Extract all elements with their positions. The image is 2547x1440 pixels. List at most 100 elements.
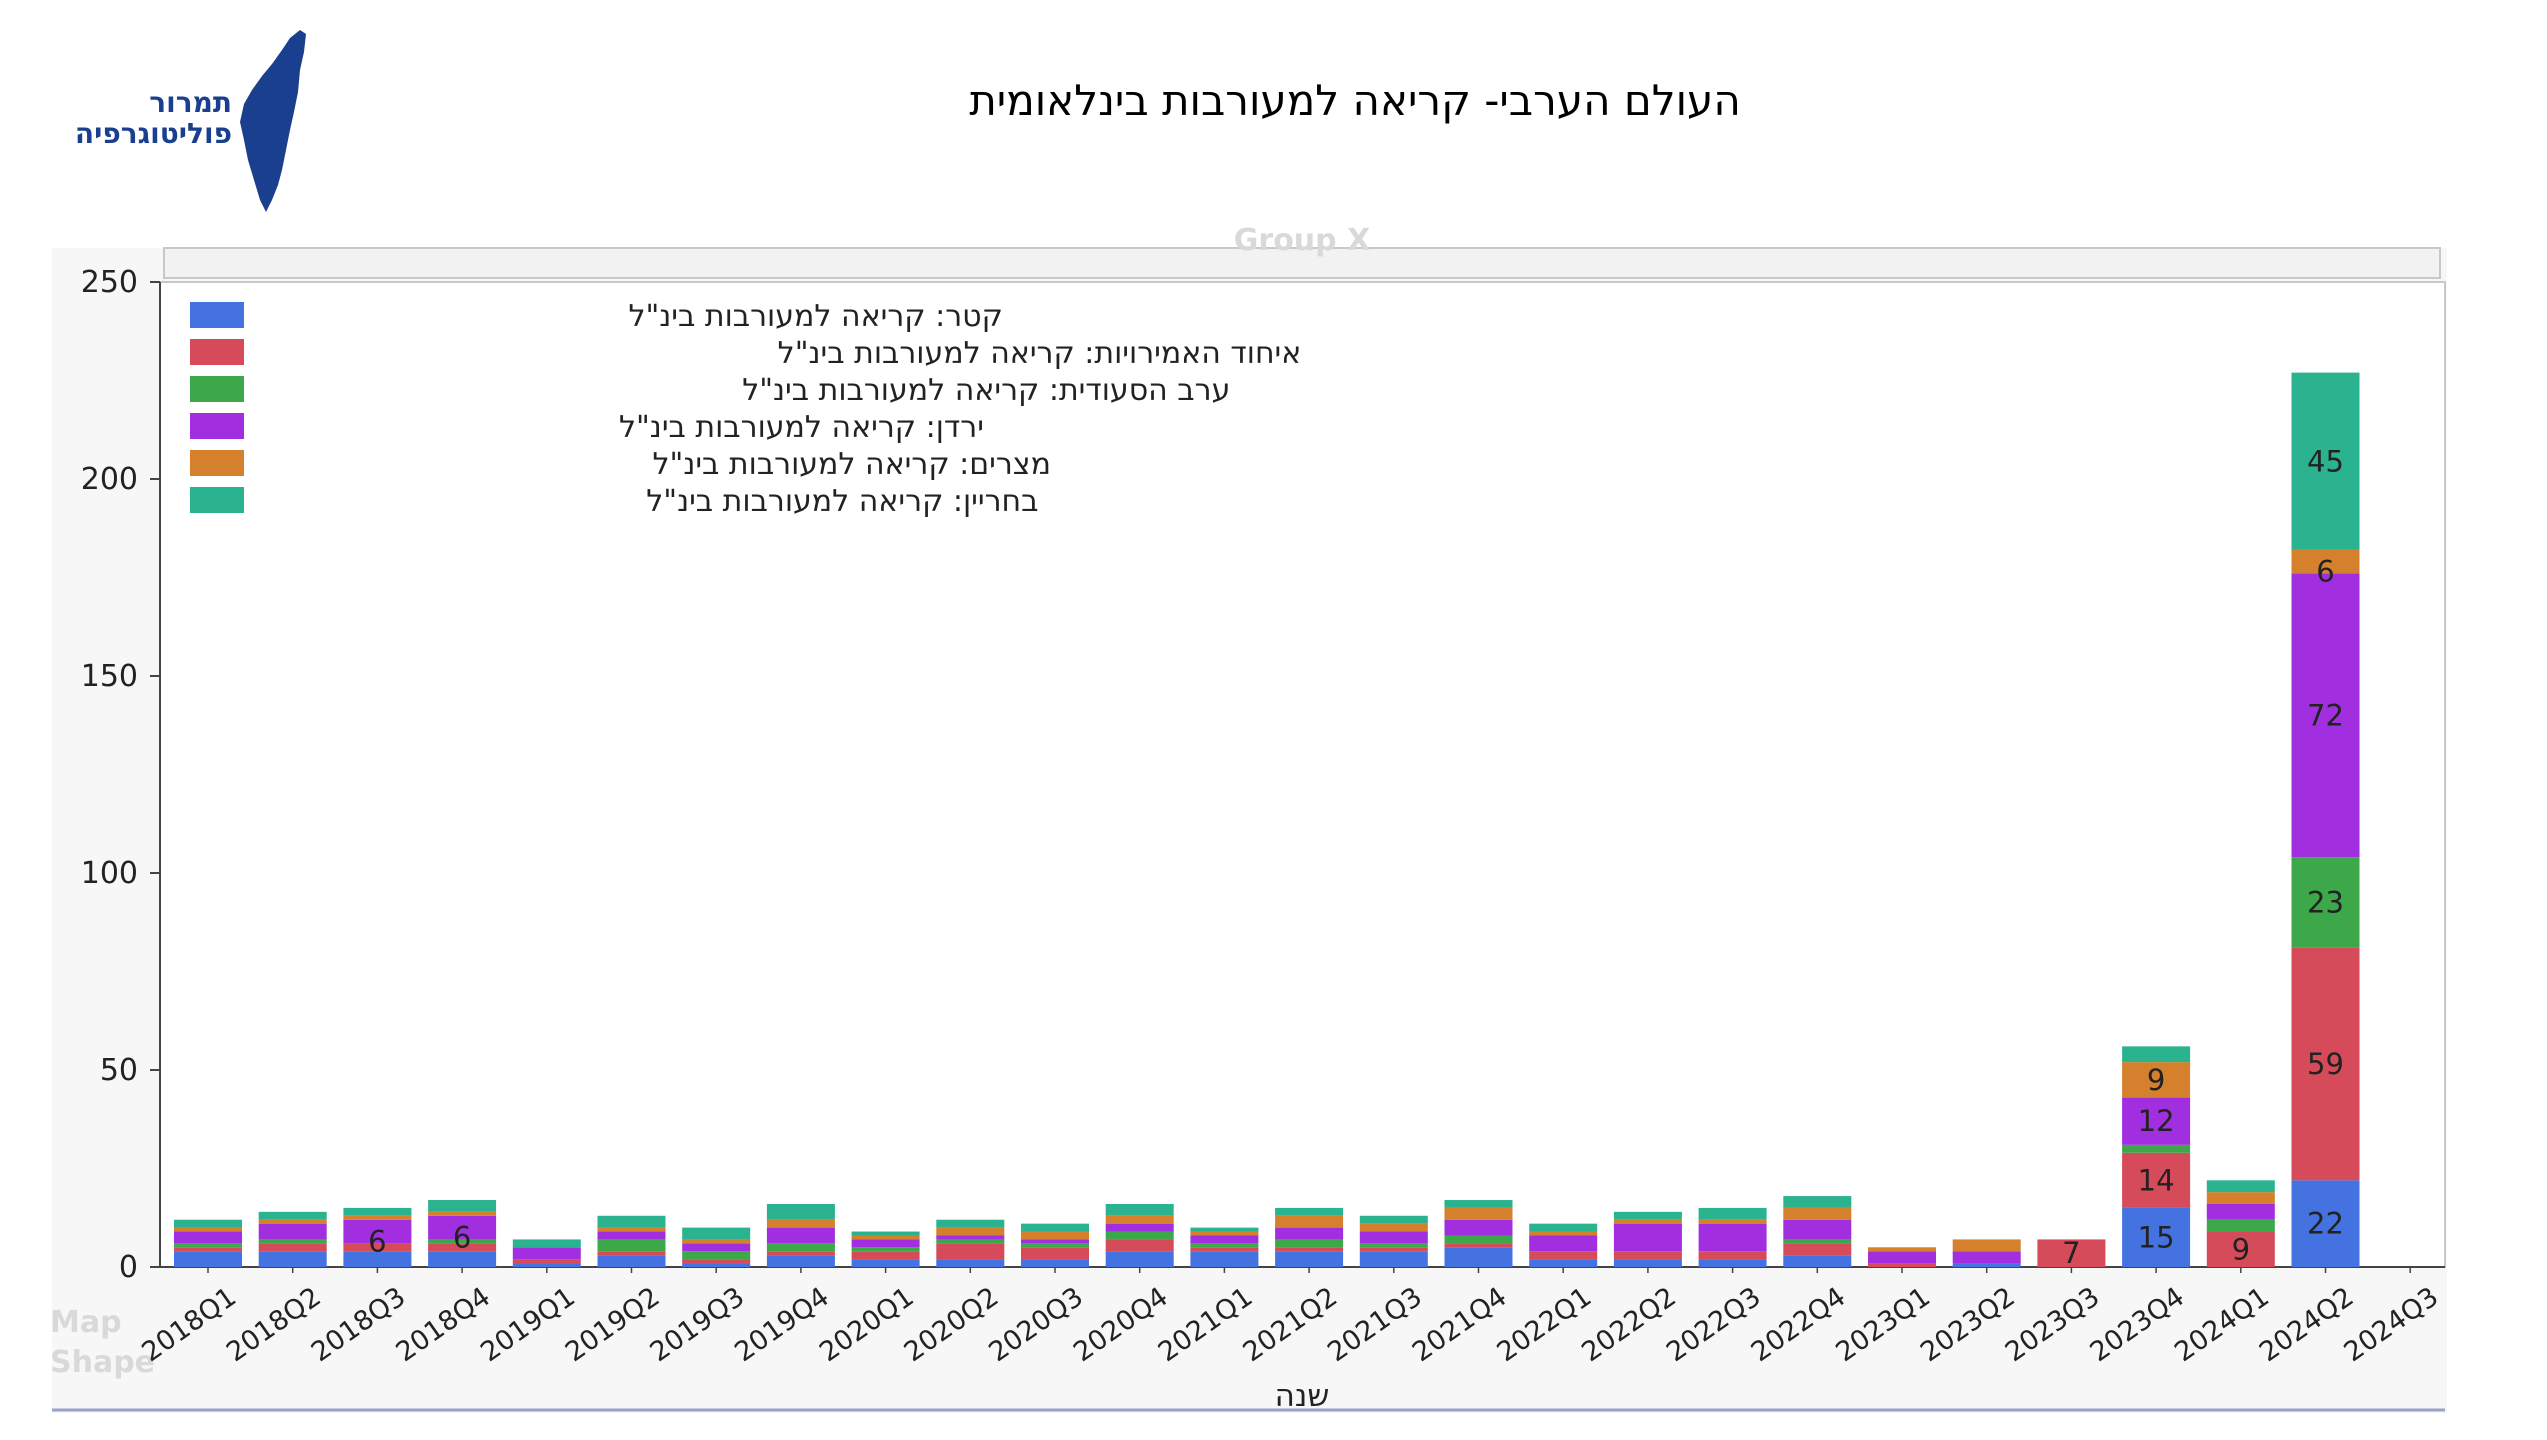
bar-segment: [1190, 1243, 1259, 1248]
bar-segment: [1275, 1247, 1344, 1252]
bar-segment: [597, 1215, 666, 1228]
legend-entry: קטר: קריאה למעורבות בינ"ל: [628, 299, 1002, 334]
israel-map-icon: [240, 30, 306, 212]
bar-segment: [2122, 1046, 2191, 1063]
data-label: 12: [2138, 1104, 2175, 1138]
bar-segment: [2206, 1231, 2275, 1267]
bar-segment: [1529, 1223, 1598, 1232]
y-tick-label: 100: [81, 856, 138, 891]
bar-segment: [1529, 1259, 1598, 1267]
data-label: 72: [2307, 698, 2344, 732]
bar-segment: [174, 1227, 242, 1232]
bar-segment: [512, 1259, 581, 1264]
bar-segment: [2206, 1203, 2275, 1220]
bar-segment: [343, 1219, 412, 1244]
legend-swatch: [190, 339, 244, 365]
bar-segment: [766, 1255, 835, 1267]
bar-segment: [936, 1239, 1005, 1244]
bar-segment: [936, 1259, 1005, 1267]
data-label: 7: [2062, 1236, 2080, 1270]
bar-segment: [428, 1251, 497, 1267]
bar-segment: [597, 1227, 666, 1232]
bar-segment: [1613, 1219, 1682, 1224]
bar-segment: [2291, 573, 2360, 858]
bar-segment: [2291, 947, 2360, 1181]
bar-segment: [936, 1219, 1005, 1228]
bar-segment: [1783, 1219, 1852, 1240]
bar-segment: [936, 1227, 1005, 1236]
bar-segment: [174, 1247, 242, 1252]
bar-segment: [851, 1247, 920, 1252]
bar-segment: [258, 1223, 327, 1240]
bar-segment: [682, 1263, 751, 1267]
bar-segment: [1783, 1207, 1852, 1220]
data-label: 22: [2307, 1207, 2344, 1241]
group-x-header: [163, 247, 2441, 279]
y-tick-label: 150: [81, 659, 138, 694]
bar-segment: [851, 1239, 920, 1248]
bar-segment: [1783, 1243, 1852, 1256]
bar-segment: [766, 1243, 835, 1252]
bar-segment: [258, 1219, 327, 1224]
bar-segment: [1444, 1207, 1513, 1220]
legend-entry: ירדן: קריאה למעורבות בינ"ל: [619, 410, 984, 445]
bar-segment: [851, 1231, 920, 1236]
bar-segment: [1275, 1207, 1344, 1216]
bar-segment: [1359, 1251, 1428, 1267]
map-ghost-label: Map: [50, 1305, 122, 1340]
bar-segment: [1021, 1259, 1089, 1267]
bar-segment: [174, 1251, 242, 1267]
legend-entry: ערב הסעודית: קריאה למעורבות בינ"ל: [742, 373, 1230, 408]
bar-segment: [766, 1251, 835, 1256]
bar-segment: [1783, 1255, 1852, 1267]
bar-segment: [1613, 1211, 1682, 1220]
bar-segment: [682, 1259, 751, 1264]
bar-segment: [1952, 1239, 2021, 1252]
legend-swatch: [190, 302, 244, 328]
data-label: 59: [2307, 1047, 2344, 1081]
bar-segment: [766, 1219, 835, 1228]
bar-segment: [2206, 1180, 2275, 1193]
legend-entry: מצרים: קריאה למעורבות בינ"ל: [652, 447, 1050, 482]
y-tick-label: 50: [100, 1053, 138, 1088]
bar-segment: [936, 1243, 1005, 1260]
bar-segment: [851, 1251, 920, 1260]
bar-segment: [1698, 1223, 1767, 1252]
legend-entry: איחוד האמירויות: קריאה למעורבות בינ"ל: [778, 336, 1302, 371]
bar-segment: [1783, 1196, 1852, 1208]
bar-segment: [1105, 1223, 1174, 1232]
bar-segment: [174, 1231, 242, 1244]
bar-segment: [428, 1211, 497, 1216]
data-label: 6: [2316, 555, 2334, 589]
group-x-label: Group X: [1234, 223, 1370, 258]
y-tick-label: 250: [81, 265, 138, 300]
bar-segment: [2291, 372, 2360, 550]
bar-segment: [597, 1239, 666, 1252]
bar-segment: [1698, 1207, 1767, 1220]
bar-segment: [682, 1251, 751, 1260]
data-label: 6: [368, 1224, 386, 1258]
bar-segment: [1698, 1259, 1767, 1267]
bar-segment: [1275, 1251, 1344, 1267]
bar-segment: [2037, 1239, 2106, 1267]
bar-segment: [1190, 1231, 1259, 1236]
shape-ghost-label: Shape: [50, 1345, 155, 1380]
data-label: 23: [2307, 886, 2344, 920]
data-label: 9: [2232, 1232, 2250, 1266]
bar-segment: [2122, 1144, 2191, 1153]
bar-segment: [1359, 1215, 1428, 1224]
bar-segment: [343, 1243, 412, 1252]
bar-segment: [1190, 1227, 1259, 1232]
bar-segment: [174, 1219, 242, 1228]
data-label: 45: [2307, 444, 2344, 478]
bar-segment: [1529, 1251, 1598, 1260]
bar-segment: [1359, 1231, 1428, 1244]
bar-segment: [1444, 1235, 1513, 1244]
bar-segment: [2206, 1192, 2275, 1204]
y-tick-label: 0: [119, 1250, 138, 1285]
bar-segment: [174, 1243, 242, 1248]
y-axis-ticks: 0 50 100 150 200 250: [81, 265, 160, 1285]
bar-segment: [851, 1259, 920, 1267]
data-label: 9: [2147, 1063, 2165, 1097]
